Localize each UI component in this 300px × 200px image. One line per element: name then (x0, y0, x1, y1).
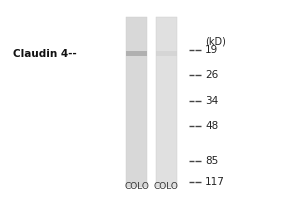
Text: (kD): (kD) (205, 37, 226, 47)
Text: 85: 85 (205, 156, 218, 166)
Text: 19: 19 (205, 45, 218, 55)
Bar (156, 51, 177, 56)
Bar (156, 17, 177, 187)
Text: 34: 34 (205, 96, 218, 106)
Text: Claudin 4--: Claudin 4-- (13, 49, 77, 59)
Text: COLO: COLO (124, 182, 149, 191)
Text: 48: 48 (205, 121, 218, 131)
Text: 26: 26 (205, 70, 218, 80)
Text: COLO: COLO (154, 182, 179, 191)
Text: 117: 117 (205, 177, 225, 187)
Bar (126, 51, 147, 56)
Bar (126, 17, 147, 187)
